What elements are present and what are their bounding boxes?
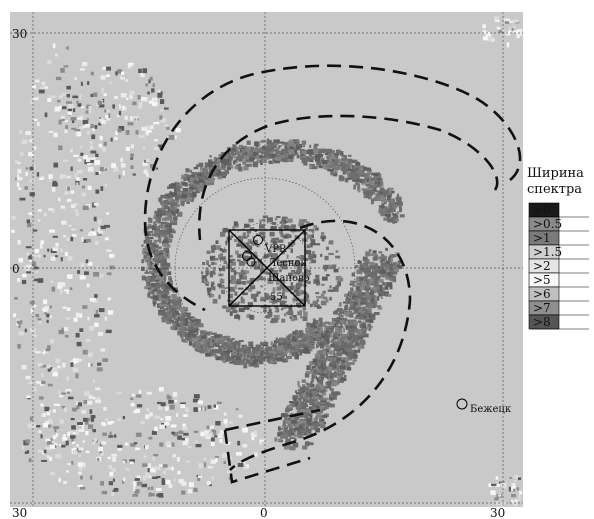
legend-items: >0>0.5>1>1.5>2>5>6>7>8 — [528, 202, 589, 330]
range-label: 55 — [270, 292, 283, 303]
legend-label: >5 — [533, 273, 551, 287]
region-outlines — [143, 64, 522, 484]
legend-label: >2 — [533, 259, 551, 273]
place-markers — [242, 235, 468, 410]
echo-pixels — [11, 16, 523, 507]
legend-label: >0.5 — [533, 217, 562, 231]
legend-title-line2: спектра — [527, 182, 582, 197]
place-label-lesnoy: Лесной — [268, 258, 308, 269]
outer-spiral-outline — [143, 64, 522, 312]
trailing-band-outline — [223, 408, 321, 484]
legend-label: >0 — [533, 203, 551, 217]
analysis-box — [228, 229, 306, 307]
y-tick-top: 30 — [12, 27, 27, 41]
y-tick-mid: 0 — [12, 262, 20, 276]
place-label-sapovo: Шапово — [268, 273, 310, 284]
sapovo-marker — [246, 257, 256, 267]
legend-label: >1 — [533, 231, 551, 245]
legend-label: >1.5 — [533, 245, 562, 259]
bezhetsk-marker — [456, 398, 468, 410]
legend-label: >8 — [533, 315, 551, 329]
range-rings — [174, 177, 356, 359]
legend-label: >7 — [533, 301, 551, 315]
x-tick-left: 30 — [12, 506, 27, 519]
place-label-vpr: VPR — [264, 244, 287, 255]
x-tick-right: 30 — [490, 506, 505, 519]
legend-label: >6 — [533, 287, 551, 301]
rainband-outline — [229, 219, 412, 471]
vpr-marker — [253, 235, 263, 245]
legend-title-line1: Ширина — [527, 166, 584, 181]
inner-spiral-outline — [197, 114, 499, 241]
place-label-bezhetsk: Бежецк — [470, 404, 512, 415]
legend: Ширина спектра >0>0.5>1>1.5>2>5>6>7>8 — [527, 166, 589, 330]
x-tick-mid: 0 — [260, 506, 268, 519]
